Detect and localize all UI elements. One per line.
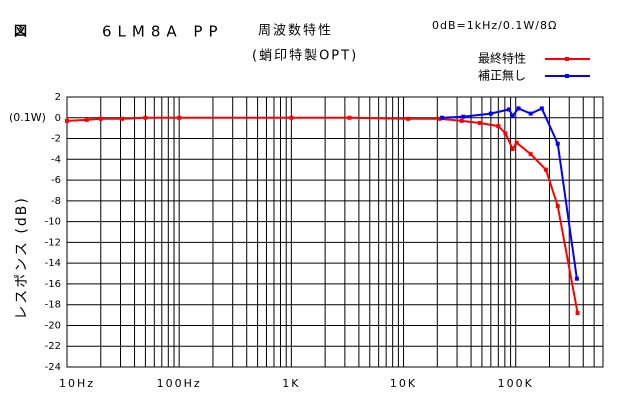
annotation: (0.1W) xyxy=(9,111,46,124)
legend-label: 最終特性 xyxy=(478,51,526,66)
y-tick-label: -14 xyxy=(45,258,61,269)
y-tick-label: -18 xyxy=(45,300,61,311)
series-line xyxy=(66,116,579,314)
condition: 0dB=1kHz/0.1W/8Ω xyxy=(432,19,557,32)
figure-label: 図 xyxy=(14,25,27,40)
data-point xyxy=(120,116,125,121)
y-tick-label: -8 xyxy=(51,196,61,207)
y-tick-label: 2 xyxy=(55,92,61,103)
data-point xyxy=(98,116,103,121)
y-tick-label: -22 xyxy=(45,341,61,352)
data-point xyxy=(575,311,580,315)
x-tick-label: 10Hz xyxy=(59,377,95,390)
chart-subtitle: (蛸印特製OPT) xyxy=(252,49,358,64)
x-tick-label: 100K xyxy=(498,377,534,390)
data-point xyxy=(503,131,508,136)
x-tick-label: 10K xyxy=(390,377,417,390)
data-point xyxy=(143,115,148,120)
legend-label: 補正無し xyxy=(478,68,526,83)
data-point xyxy=(528,111,533,116)
data-point xyxy=(506,107,511,112)
data-point xyxy=(488,111,493,116)
y-tick-label: -10 xyxy=(45,217,61,228)
y-tick-label: 0 xyxy=(55,113,61,124)
y-tick-label: -24 xyxy=(45,362,61,373)
data-point xyxy=(510,146,515,151)
y-tick-label: -4 xyxy=(51,154,61,165)
data-point xyxy=(406,116,411,121)
y-tick-label: -16 xyxy=(45,279,61,290)
data-point xyxy=(177,115,182,120)
legend-marker xyxy=(565,57,569,61)
series-line xyxy=(441,107,578,279)
x-tick-label: 1K xyxy=(282,377,300,390)
data-point xyxy=(543,167,548,172)
y-tick-label: -2 xyxy=(51,134,61,145)
y-tick-label: -20 xyxy=(45,320,61,331)
data-point xyxy=(510,113,515,118)
data-point xyxy=(347,115,352,120)
plot-frame xyxy=(66,96,604,368)
x-tick-label: 100Hz xyxy=(157,377,202,390)
data-point xyxy=(439,115,444,120)
data-point xyxy=(496,124,501,129)
data-point xyxy=(459,118,464,123)
data-point xyxy=(555,204,560,209)
data-point xyxy=(514,140,519,145)
data-point xyxy=(555,141,560,146)
data-point xyxy=(477,120,482,125)
data-point xyxy=(528,152,533,157)
data-point xyxy=(574,276,579,281)
data-point xyxy=(516,106,521,111)
data-point xyxy=(65,118,69,123)
legend-marker xyxy=(565,74,569,78)
y-tick-label: -6 xyxy=(51,175,61,186)
data-point xyxy=(461,114,466,119)
data-point xyxy=(539,106,544,111)
y-tick-label: -12 xyxy=(45,237,61,248)
chart-title: 6LM8A PP xyxy=(102,23,224,41)
data-point xyxy=(437,116,442,121)
chart-title-2: 周波数特性 xyxy=(258,24,333,39)
data-point xyxy=(289,115,294,120)
data-point xyxy=(84,117,89,122)
y-axis-label: レスポンス (dB) xyxy=(14,196,30,320)
